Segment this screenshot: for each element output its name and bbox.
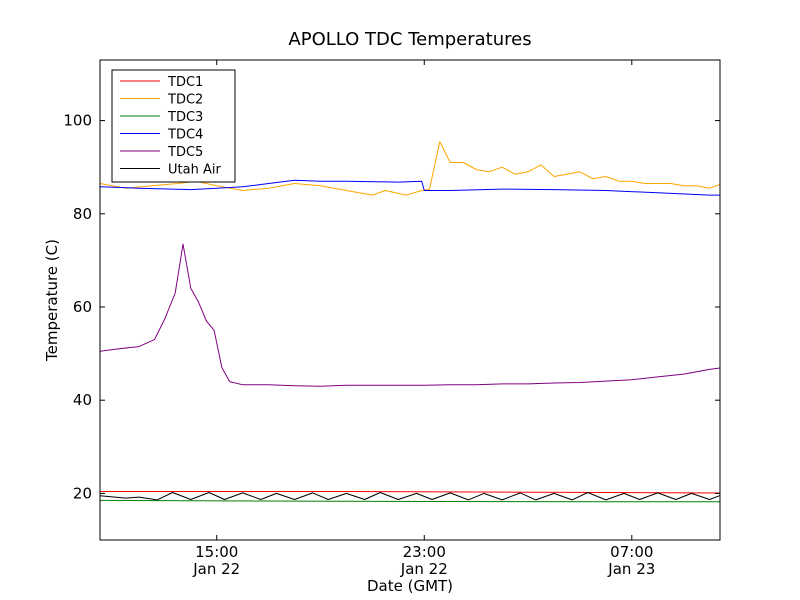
y-tick-label: 80 <box>73 205 92 223</box>
x-tick-label-date: Jan 22 <box>192 560 240 578</box>
legend-entry-label: TDC1 <box>167 75 203 90</box>
y-axis-label: Temperature (C) <box>43 239 61 362</box>
legend-entry-label: TDC5 <box>167 145 203 160</box>
y-tick-label: 60 <box>73 298 92 316</box>
x-axis-label: Date (GMT) <box>367 577 453 595</box>
legend: TDC1 TDC2 TDC3 TDC4 TDC5 Utah Air <box>111 69 236 183</box>
y-tick-label: 20 <box>73 484 92 502</box>
series-line-tdc5 <box>100 243 720 387</box>
chart-title: APOLLO TDC Temperatures <box>288 29 531 50</box>
legend-entry-label: TDC4 <box>167 128 203 143</box>
legend-entry-label: TDC2 <box>167 93 203 108</box>
x-tick-label-time: 15:00 <box>195 543 238 561</box>
y-tick-label: 100 <box>63 112 92 130</box>
series-line-utah-air <box>100 492 720 501</box>
series-line-tdc3 <box>100 499 720 503</box>
legend-entry-label: Utah Air <box>168 163 221 178</box>
series-line-tdc4 <box>100 179 720 196</box>
y-tick-label: 40 <box>73 391 92 409</box>
x-tick-label-date: Jan 22 <box>400 560 448 578</box>
x-tick-label-time: 23:00 <box>403 543 446 561</box>
series-line-tdc1 <box>100 491 720 494</box>
legend-box <box>111 69 236 183</box>
series-line-tdc2 <box>100 141 720 196</box>
legend-entry-label: TDC3 <box>167 110 203 125</box>
x-tick-label-time: 07:00 <box>610 543 653 561</box>
plot-frame <box>99 59 721 541</box>
x-tick-label-date: Jan 23 <box>607 560 655 578</box>
